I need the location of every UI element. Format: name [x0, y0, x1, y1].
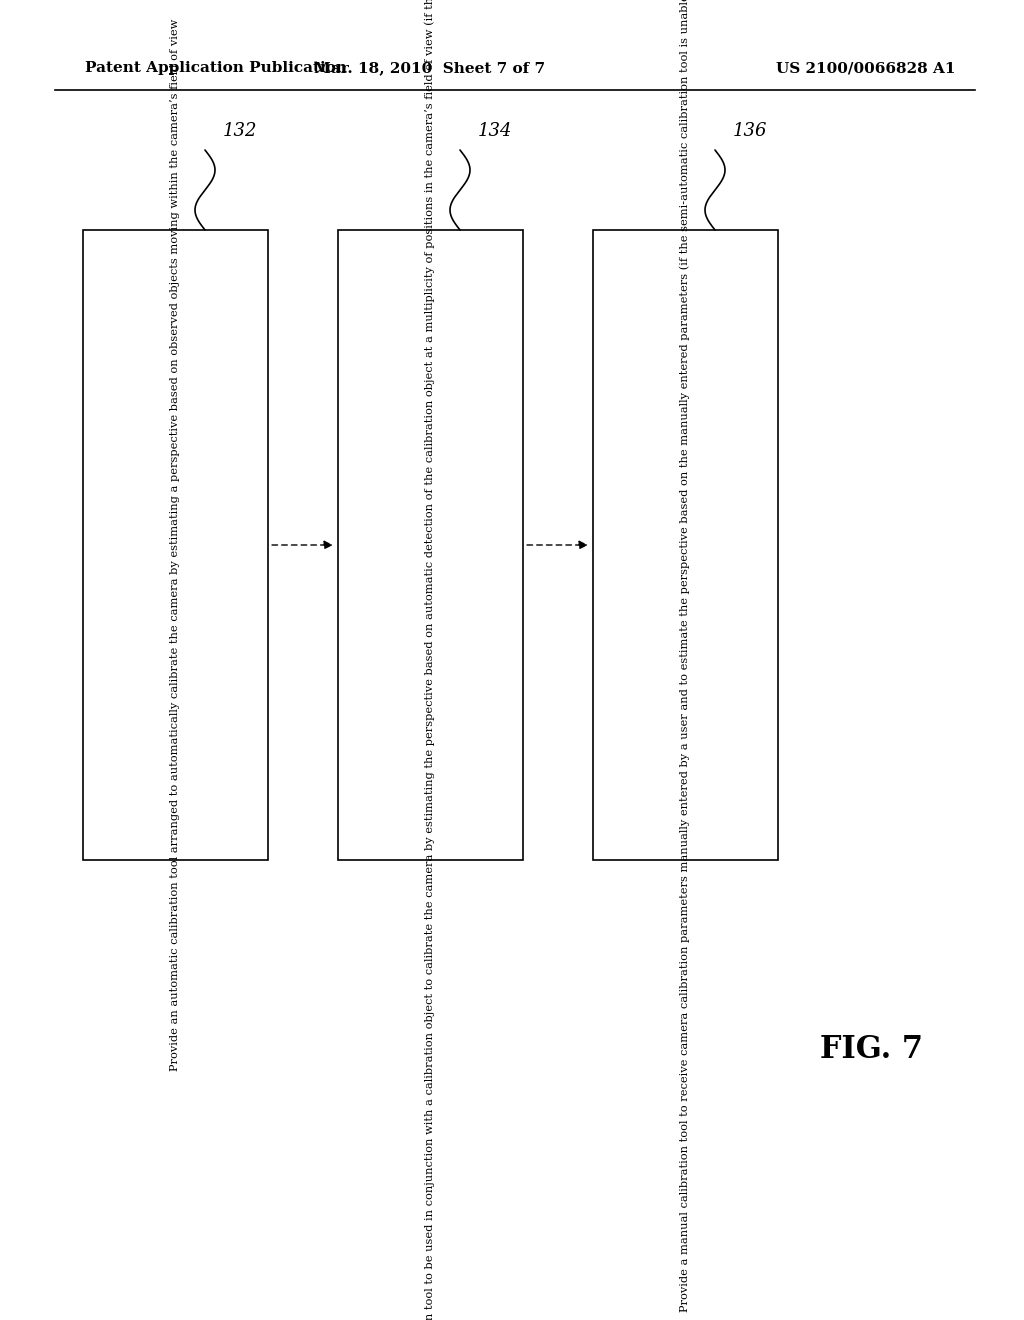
Text: Provide an automatic calibration tool arranged to automatically calibrate the ca: Provide an automatic calibration tool ar…: [170, 18, 180, 1072]
Bar: [593, 230, 778, 861]
Text: Provide a manual calibration tool to receive camera calibration parameters manua: Provide a manual calibration tool to rec…: [680, 0, 690, 1312]
Text: US 2100/0066828 A1: US 2100/0066828 A1: [775, 61, 955, 75]
Text: FIG. 7: FIG. 7: [820, 1035, 923, 1065]
Text: Mar. 18, 2010  Sheet 7 of 7: Mar. 18, 2010 Sheet 7 of 7: [314, 61, 546, 75]
Text: Provide a semi-automatic calibration tool to be used in conjunction with a calib: Provide a semi-automatic calibration too…: [425, 0, 435, 1320]
Text: 132: 132: [223, 121, 257, 140]
Bar: [83, 230, 268, 861]
Bar: [338, 230, 523, 861]
Text: Patent Application Publication: Patent Application Publication: [85, 61, 347, 75]
Text: 134: 134: [478, 121, 512, 140]
Text: 136: 136: [733, 121, 768, 140]
